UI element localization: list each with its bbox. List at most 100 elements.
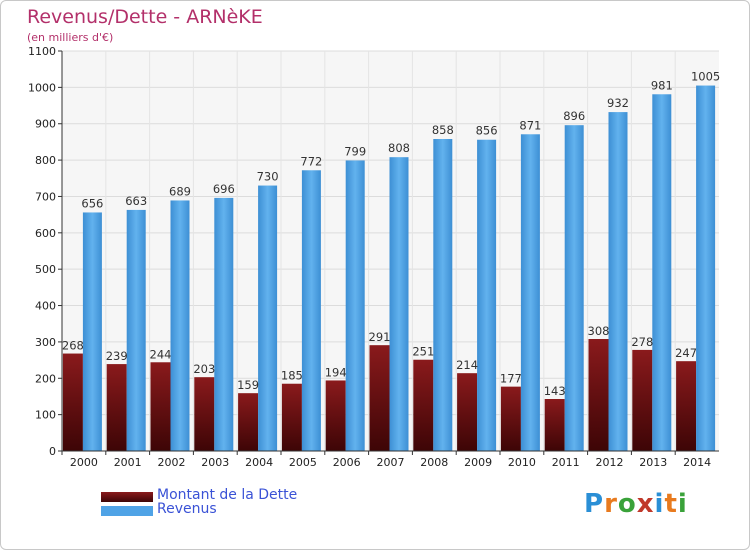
y-tick-label: 500 [35, 263, 56, 276]
x-tick-label: 2000 [70, 456, 98, 469]
data-label-dette: 194 [325, 365, 347, 379]
bar-dette-2007 [369, 345, 390, 451]
logo-letter: t [664, 489, 678, 519]
bar-revenus-2008 [433, 139, 453, 451]
bar-revenus-2002 [170, 200, 190, 451]
x-tick-label: 2010 [508, 456, 536, 469]
data-label-dette: 214 [456, 358, 478, 372]
data-label-revenus: 689 [169, 184, 191, 198]
bar-dette-2005 [281, 383, 302, 451]
bar-dette-2012 [588, 339, 609, 451]
data-label-revenus: 896 [563, 109, 585, 123]
bar-revenus-2004 [258, 185, 278, 451]
data-label-revenus: 858 [432, 123, 454, 137]
data-label-dette: 308 [588, 324, 610, 338]
logo-letter: o [617, 489, 637, 519]
data-label-revenus: 656 [81, 196, 103, 210]
bar-revenus-2013 [652, 94, 672, 451]
x-tick-label: 2008 [420, 456, 448, 469]
x-tick-label: 2005 [289, 456, 317, 469]
y-tick-label: 300 [35, 336, 56, 349]
data-label-revenus: 981 [651, 78, 673, 92]
bar-dette-2004 [238, 393, 259, 451]
bar-revenus-2000 [82, 212, 102, 451]
bar-dette-2003 [194, 377, 215, 451]
logo-letter: i [654, 489, 665, 519]
data-label-revenus: 932 [607, 96, 629, 110]
data-label-dette: 247 [675, 346, 697, 360]
data-label-revenus: 730 [257, 170, 279, 184]
bar-dette-2010 [500, 386, 521, 451]
bar-revenus-2001 [126, 209, 146, 451]
y-tick-label: 200 [35, 372, 56, 385]
chart-title: Revenus/Dette - ARNèKE [27, 6, 263, 28]
data-label-revenus: 663 [125, 194, 147, 208]
data-label-revenus: 1005 [691, 70, 720, 84]
bar-revenus-2005 [301, 170, 321, 452]
y-tick-label: 800 [35, 154, 56, 167]
data-label-revenus: 772 [300, 154, 322, 168]
logo-letter: P [584, 489, 605, 519]
legend-swatch-revenus [101, 506, 153, 516]
data-label-revenus: 799 [344, 144, 366, 158]
bar-dette-2008 [413, 359, 434, 451]
data-label-dette: 239 [106, 349, 128, 363]
bar-revenus-2012 [608, 112, 628, 451]
labels-layer: 268 656 239 663 244 689 203 696 159 730 185 772 194 7… [62, 70, 720, 398]
x-tick-label: 2012 [596, 456, 624, 469]
data-label-dette: 177 [500, 372, 522, 386]
data-label-revenus: 696 [213, 182, 235, 196]
bar-dette-2009 [457, 373, 478, 451]
bar-dette-2001 [106, 364, 127, 451]
data-label-dette: 244 [150, 347, 172, 361]
x-tick-label: 2011 [552, 456, 580, 469]
logo-letter: i [677, 489, 688, 519]
data-label-dette: 278 [631, 335, 653, 349]
data-label-dette: 268 [62, 339, 84, 353]
x-tick-label: 2003 [201, 456, 229, 469]
bar-revenus-2009 [477, 139, 497, 451]
y-tick-label: 400 [35, 300, 56, 313]
data-label-revenus: 808 [388, 141, 410, 155]
y-tick-label: 1000 [28, 81, 56, 94]
data-label-dette: 159 [237, 378, 259, 392]
y-tick-label: 700 [35, 190, 56, 203]
data-label-revenus: 856 [476, 124, 498, 138]
axis-layer: 0 100 200 300 400 500 600 700 800 900 1000 1100 2000… [28, 45, 719, 469]
y-tick-label: 1100 [28, 45, 56, 58]
bar-dette-2013 [632, 349, 653, 451]
data-label-dette: 291 [369, 330, 391, 344]
data-label-dette: 185 [281, 369, 303, 383]
data-label-revenus: 871 [519, 118, 541, 132]
chart-subtitle: (en milliers d'€) [27, 31, 114, 44]
x-tick-label: 2013 [639, 456, 667, 469]
x-tick-label: 2004 [245, 456, 273, 469]
bar-dette-2000 [62, 353, 83, 451]
legend-label-dette: Montant de la Dette [157, 487, 298, 503]
y-tick-label: 900 [35, 118, 56, 131]
data-label-dette: 251 [412, 345, 434, 359]
x-tick-label: 2002 [158, 456, 186, 469]
x-tick-label: 2006 [333, 456, 361, 469]
bar-revenus-2010 [520, 134, 540, 452]
logo-letter: x [636, 489, 655, 519]
bar-dette-2002 [150, 362, 171, 451]
y-tick-label: 0 [49, 445, 56, 458]
bar-revenus-2011 [564, 125, 584, 451]
logo-letter: r [604, 489, 618, 519]
x-tick-label: 2009 [464, 456, 492, 469]
bars-layer [62, 85, 716, 452]
x-tick-label: 2014 [683, 456, 711, 469]
bar-dette-2006 [325, 380, 346, 451]
bar-revenus-2003 [214, 197, 234, 451]
legend-swatch-dette [101, 492, 153, 502]
x-tick-label: 2007 [377, 456, 405, 469]
y-tick-label: 100 [35, 409, 56, 422]
data-label-dette: 143 [544, 384, 566, 398]
proxiti-logo: Proxiti [584, 489, 688, 519]
data-label-dette: 203 [193, 362, 215, 376]
bar-dette-2011 [544, 399, 565, 451]
bar-revenus-2006 [345, 160, 365, 452]
legend-label-revenus: Revenus [157, 501, 217, 517]
